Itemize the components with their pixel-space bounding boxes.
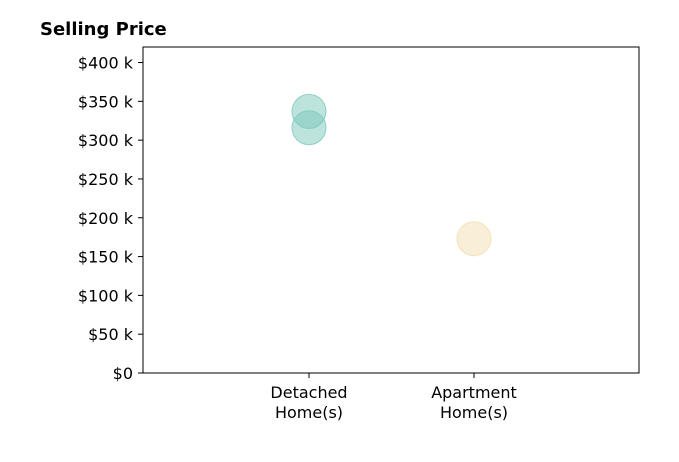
plot-area-frame [142, 46, 640, 374]
x-tick-label: Detached Home(s) [270, 383, 347, 422]
y-tick-label: $50 k [88, 325, 134, 344]
y-tick-label: $0 [113, 364, 133, 383]
y-tick-label: $400 k [78, 54, 134, 73]
y-tick-label: $300 k [78, 131, 134, 150]
y-tick-label: $250 k [78, 170, 134, 189]
data-points [291, 93, 492, 257]
y-axis: $0 $50 k $100 k $150 k $200 k $250 k $300 k $35… [78, 54, 143, 383]
y-tick-label: $100 k [78, 286, 134, 305]
chart-title: Selling Price [40, 19, 167, 40]
x-tick-label: Apartment Home(s) [431, 383, 517, 422]
data-point [456, 221, 492, 257]
y-tick-label: $150 k [78, 248, 134, 267]
x-axis: Detached Home(s) Apartment Home(s) [270, 373, 517, 422]
y-tick-label: $200 k [78, 209, 134, 228]
data-point [291, 110, 327, 146]
y-tick-label: $350 k [78, 92, 134, 111]
